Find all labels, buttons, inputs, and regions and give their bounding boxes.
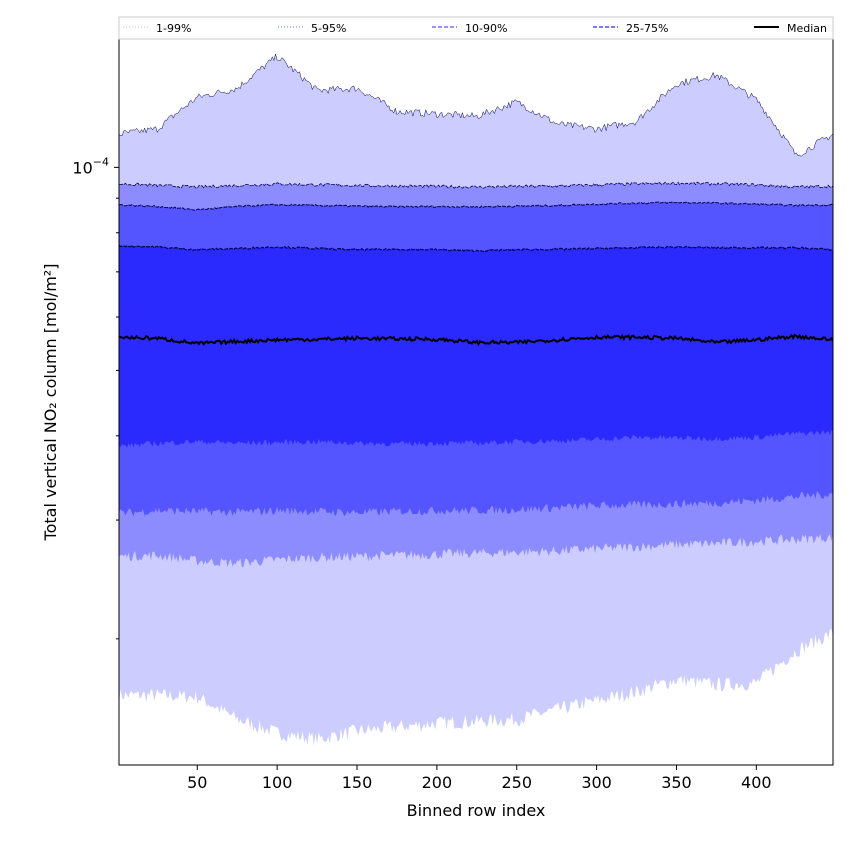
legend-entries: 1-99% 5-95% 10-90% 25-75% Median [123,22,827,35]
legend: 1-99% 5-95% 10-90% 25-75% Median [118,16,834,40]
band-upper-edge-25-to-75 [119,244,833,253]
band-upper-edge-10-to-90 [119,201,833,211]
y-axis-label: Total vertical NO₂ column [mol/m²] [41,264,60,542]
legend-label: 5-95% [311,22,346,35]
y-axis-ticks: 10−4 [72,155,119,640]
x-tick-label: 350 [661,773,692,792]
legend-label: 25-75% [626,22,668,35]
legend-box [118,16,834,40]
median-layer [119,333,833,347]
x-tick-label: 400 [741,773,772,792]
legend-label: Median [787,22,827,35]
band-upper-edge-5-to-95 [119,181,833,189]
x-tick-label: 50 [187,773,207,792]
x-tick-label: 300 [581,773,612,792]
x-tick-label: 200 [422,773,453,792]
band-upper-edge-1-to-99 [119,53,833,157]
x-axis-ticks: 50 100 150 200 250 300 350 400 [187,765,772,792]
y-major-tick-label: 10−4 [72,155,109,177]
x-axis-label: Binned row index [407,801,546,820]
median-line [119,333,833,347]
percentile-bands [119,53,833,746]
x-tick-label: 150 [342,773,373,792]
legend-label: 10-90% [465,22,507,35]
x-tick-label: 100 [262,773,293,792]
x-tick-label: 250 [501,773,532,792]
legend-label: 1-99% [156,22,191,35]
band-25-to-75 [119,245,833,448]
